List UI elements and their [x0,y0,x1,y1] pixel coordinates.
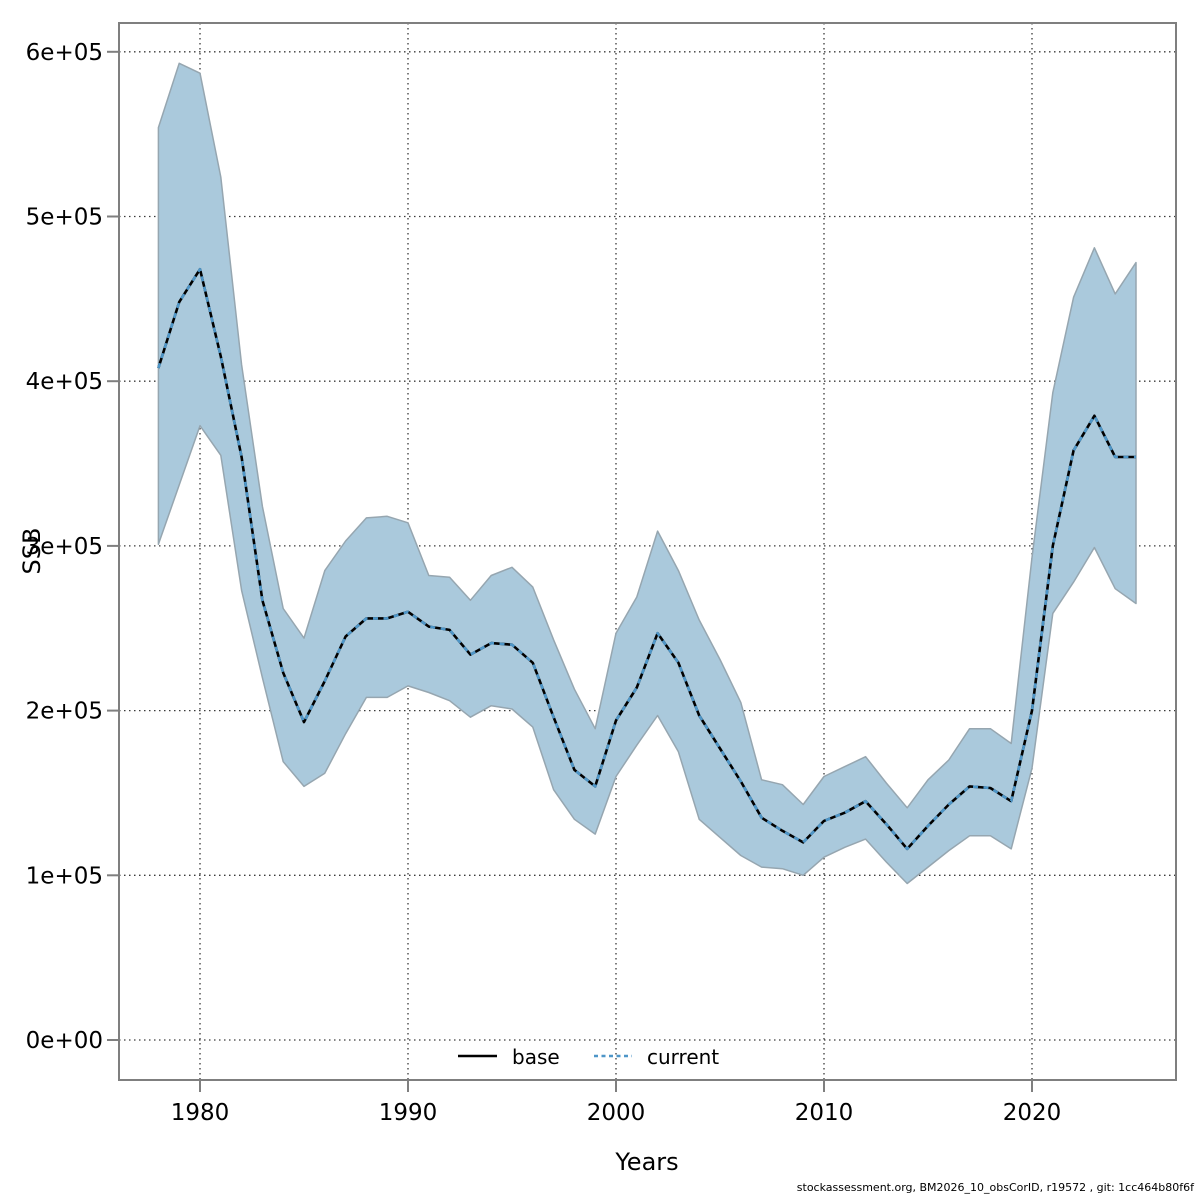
x-tick-label-1990: 1990 [379,1100,438,1126]
x-tick-label-2000: 2000 [587,1100,646,1126]
plot-border [118,22,1177,1081]
series-group [157,267,1136,851]
confidence-band-group [157,62,1137,885]
legend-current-label: current [647,1045,719,1069]
y-tick-label-5e+05: 5e+05 [26,205,103,231]
footer-attribution: stockassessment.org, BM2026_10_obsCorID,… [797,1181,1195,1194]
y-tick-label-4e+05: 4e+05 [26,369,103,395]
legend-base-label: base [512,1045,560,1069]
gridlines [119,23,1176,1080]
x-tick-label-1980: 1980 [171,1100,230,1126]
x-axis-title: Years [614,1148,678,1176]
y-tick-label-1e+05: 1e+05 [26,863,103,889]
x-tick-label-2010: 2010 [795,1100,854,1126]
y-tick-label-2e+05: 2e+05 [26,699,103,725]
axis-tick-labels: 1980 1990 2000 2010 2020 0e+00 1e+05 2e+05 3e+05… [26,40,1062,1126]
confidence-band [157,62,1137,885]
axis-ticks [107,50,1033,1092]
x-tick-label-2020: 2020 [1003,1100,1062,1126]
y-axis-title: SSB [18,528,46,575]
y-tick-label-3e+05: 3e+05 [26,534,103,560]
legend: base current [458,1045,719,1069]
y-tick-label-0e+00: 0e+00 [26,1028,103,1054]
y-tick-label-6e+05: 6e+05 [26,40,103,66]
current-line-series [157,267,1136,851]
